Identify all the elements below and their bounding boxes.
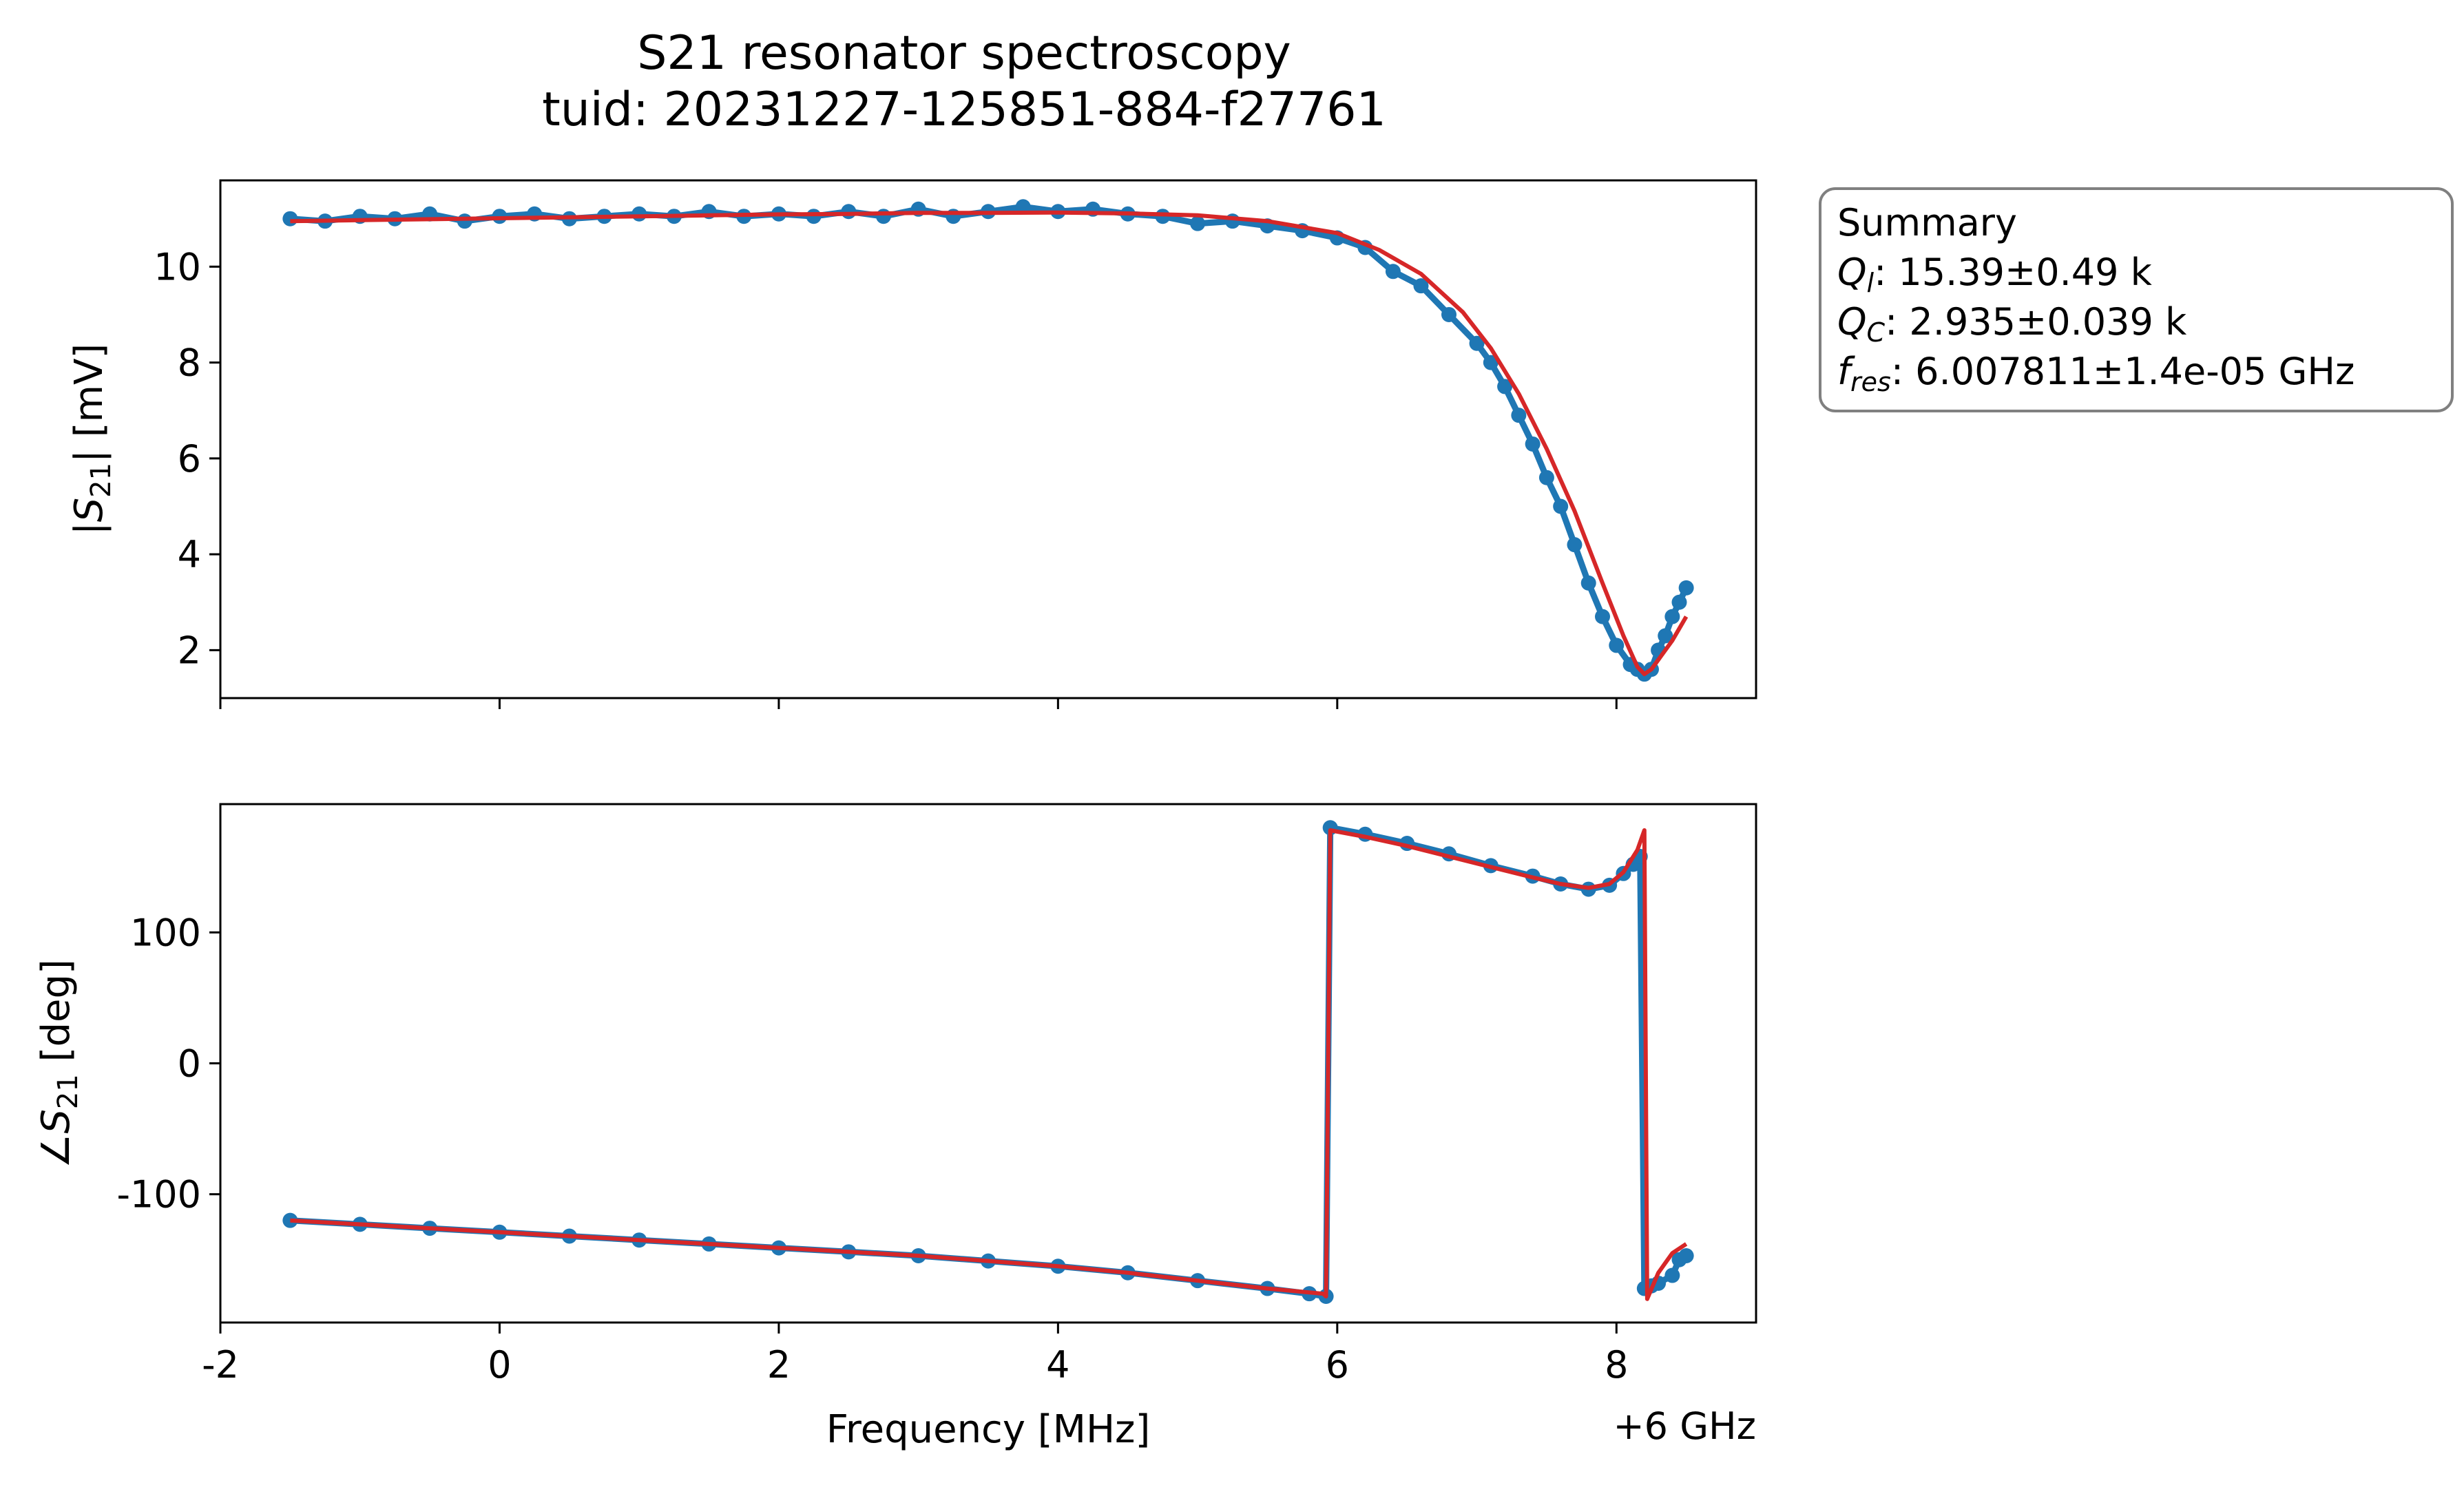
magnitude-data-point [1580, 575, 1596, 591]
phase-x-tick-label: 8 [1605, 1343, 1628, 1387]
magnitude-data-point [1469, 335, 1485, 351]
magnitude-data-point [1525, 436, 1541, 452]
magnitude-data-point [1538, 470, 1554, 485]
summary-box: Summary Ql: 15.39±0.49 k QC: 2.935±0.039… [1819, 187, 2454, 412]
phase-data-point [1678, 1248, 1694, 1264]
x-offset-label: +6 GHz [1613, 1404, 1756, 1448]
phase-x-tick-label: 2 [767, 1343, 791, 1387]
magnitude-data-point [806, 209, 822, 224]
magnitude-y-tick-label: 8 [178, 341, 201, 385]
magnitude-y-axis-label: |S21| [mV] [67, 344, 117, 536]
magnitude-data-point [1671, 594, 1687, 610]
summary-ql-sub: l [1867, 268, 1875, 298]
magnitude-plot-area [282, 199, 1694, 682]
chart-subtitle-tuid: tuid: 20231227-125851-884-f27761 [542, 83, 1386, 137]
summary-heading: Summary [1837, 201, 2017, 244]
phase-panel: -2 0 2 4 6 8 -100 0 100 ∠S21 [deg] Frequency [M… [34, 803, 1757, 1452]
magnitude-data-point [1015, 199, 1031, 215]
summary-box-frame [1819, 187, 2454, 412]
magnitude-data-point [282, 211, 298, 227]
phase-plot-area [282, 820, 1694, 1304]
phase-fit-line [290, 828, 1688, 1301]
summary-fres-line: fres: 6.007811±1.4e-05 GHz [1837, 350, 2355, 397]
magnitude-data-point [1567, 537, 1583, 553]
phase-x-tick-label: 6 [1326, 1343, 1349, 1387]
magnitude-data-point [1441, 306, 1457, 322]
magnitude-y-tick-label: 6 [178, 437, 201, 481]
magnitude-y-tick-label: 2 [178, 629, 201, 672]
phase-y-ticks: -100 0 100 [116, 911, 220, 1217]
magnitude-y-ticks: 2 4 6 8 10 [154, 245, 220, 672]
summary-qc-line: QC: 2.935±0.039 k [1837, 300, 2187, 348]
magnitude-data-point [1595, 609, 1610, 624]
chart-title: S21 resonator spectroscopy [637, 26, 1291, 81]
phase-x-tick-label: 4 [1046, 1343, 1069, 1387]
magnitude-data-point [457, 213, 472, 229]
summary-fres-value: : 6.007811±1.4e-05 GHz [1891, 350, 2355, 393]
magnitude-x-ticks [219, 698, 1618, 709]
magnitude-fit-line [290, 210, 1689, 677]
magnitude-y-tick-label: 10 [154, 245, 201, 288]
summary-qc-symbol: Q [1837, 300, 1867, 344]
magnitude-data-point [1190, 215, 1206, 231]
magnitude-data-point [1497, 379, 1513, 394]
phase-data-point [1664, 1267, 1680, 1283]
magnitude-data-point [1609, 638, 1625, 653]
magnitude-data-point [1678, 580, 1694, 596]
magnitude-data-point [1658, 628, 1673, 644]
summary-qc-sub: C [1867, 317, 1886, 348]
magnitude-data-point [1511, 408, 1527, 423]
phase-y-tick-label: -100 [116, 1173, 201, 1217]
magnitude-data-point [1385, 264, 1401, 280]
summary-ql-value: : 15.39±0.49 k [1874, 251, 2153, 294]
phase-x-ticks: -2 0 2 4 6 8 [202, 1323, 1628, 1387]
summary-fres-sub: res [1850, 367, 1891, 397]
summary-ql-symbol: Q [1837, 251, 1867, 294]
magnitude-data-point [1483, 355, 1499, 370]
magnitude-y-tick-label: 4 [178, 533, 201, 576]
magnitude-data-point [875, 209, 891, 224]
phase-data-point [282, 1212, 298, 1228]
phase-x-tick-label: -2 [202, 1343, 239, 1387]
summary-ql-line: Ql: 15.39±0.49 k [1837, 251, 2153, 298]
magnitude-data-point [841, 204, 857, 220]
magnitude-panel: 2 4 6 8 10 |S21| [mV] [67, 179, 1757, 709]
magnitude-data-point [1664, 609, 1680, 624]
phase-y-tick-label: 100 [130, 911, 201, 954]
phase-y-axis-label: ∠S21 [deg] [34, 959, 84, 1168]
magnitude-data-point [631, 206, 647, 222]
summary-qc-value: : 2.935±0.039 k [1885, 300, 2187, 344]
phase-x-tick-label: 0 [488, 1343, 511, 1387]
x-axis-label: Frequency [MHz] [826, 1407, 1151, 1452]
phase-y-tick-label: 0 [178, 1042, 201, 1086]
magnitude-axes-frame [219, 179, 1757, 699]
magnitude-data-point [1413, 278, 1429, 294]
magnitude-data-point [1553, 498, 1569, 514]
